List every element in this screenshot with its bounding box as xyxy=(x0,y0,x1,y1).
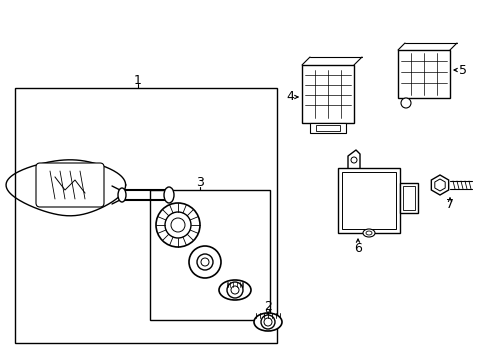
Polygon shape xyxy=(434,179,444,191)
Ellipse shape xyxy=(156,203,200,247)
Ellipse shape xyxy=(163,187,174,203)
Text: 2: 2 xyxy=(264,301,271,314)
Polygon shape xyxy=(430,175,448,195)
Bar xyxy=(337,168,399,233)
Text: 4: 4 xyxy=(285,90,293,104)
Bar xyxy=(397,50,449,98)
Text: 5: 5 xyxy=(458,63,466,77)
Text: 6: 6 xyxy=(353,242,361,255)
Bar xyxy=(315,125,339,131)
Bar xyxy=(15,88,276,343)
Text: 7: 7 xyxy=(445,198,453,211)
Ellipse shape xyxy=(400,98,410,108)
Ellipse shape xyxy=(189,246,221,278)
Bar xyxy=(302,65,353,123)
Bar xyxy=(399,183,417,213)
Ellipse shape xyxy=(362,229,374,237)
Ellipse shape xyxy=(219,280,250,300)
Ellipse shape xyxy=(350,157,356,163)
Bar xyxy=(150,190,269,320)
FancyBboxPatch shape xyxy=(36,163,104,207)
Bar xyxy=(341,172,395,229)
Text: 3: 3 xyxy=(196,176,203,189)
Ellipse shape xyxy=(118,188,126,202)
Ellipse shape xyxy=(253,313,282,331)
Text: 1: 1 xyxy=(134,73,142,86)
Bar xyxy=(309,123,346,133)
Bar xyxy=(402,186,414,210)
